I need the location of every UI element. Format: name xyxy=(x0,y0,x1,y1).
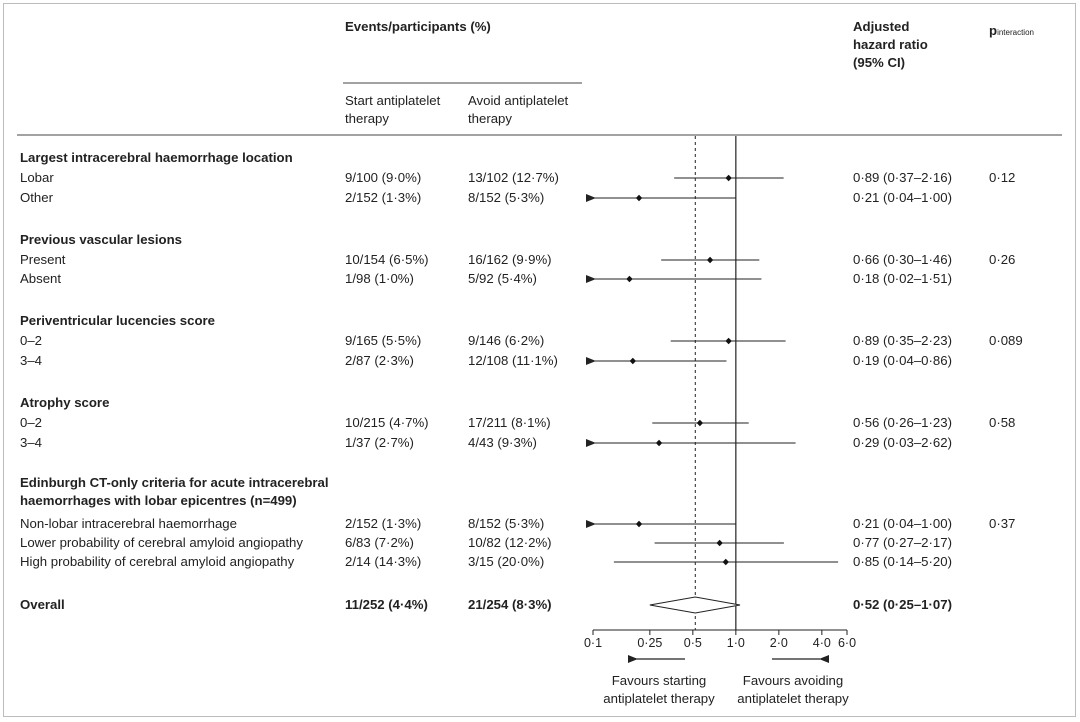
row-label: Lobar xyxy=(20,170,54,185)
hr-point xyxy=(706,256,714,264)
row-start: 1/98 (1·0%) xyxy=(345,271,414,286)
hr-point xyxy=(635,194,643,202)
row-start: 1/37 (2·7%) xyxy=(345,435,414,450)
overall-avoid: 21/254 (8·3%) xyxy=(468,597,552,612)
row-hr: 0·21 (0·04–1·00) xyxy=(853,516,952,531)
row-start: 10/154 (6·5%) xyxy=(345,252,429,267)
x-tick-label: 1·0 xyxy=(727,636,745,650)
x-tick-label: 0·25 xyxy=(637,636,662,650)
hr-point xyxy=(629,357,637,365)
group-title: Largest intracerebral haemorrhage locati… xyxy=(20,150,293,165)
group-p: 0·089 xyxy=(989,333,1023,348)
row-start: 2/14 (14·3%) xyxy=(345,554,422,569)
row-label: 3–4 xyxy=(20,353,43,368)
row-avoid: 12/108 (11·1%) xyxy=(468,353,558,368)
row-label: Lower probability of cerebral amyloid an… xyxy=(20,535,303,550)
row-avoid: 3/15 (20·0%) xyxy=(468,554,545,569)
row-hr: 0·66 (0·30–1·46) xyxy=(853,252,952,267)
group-p: 0·26 xyxy=(989,252,1016,267)
hr-point xyxy=(655,439,663,447)
p-interaction-header: pinteraction xyxy=(989,22,1034,41)
row-start: 10/215 (4·7%) xyxy=(345,415,429,430)
row-label: 0–2 xyxy=(20,415,43,430)
group-p: 0·37 xyxy=(989,516,1016,531)
row-avoid: 4/43 (9·3%) xyxy=(468,435,537,450)
row-start: 2/87 (2·3%) xyxy=(345,353,414,368)
row-hr: 0·89 (0·35–2·23) xyxy=(853,333,952,348)
row-hr: 0·89 (0·37–2·16) xyxy=(853,170,952,185)
row-start: 9/100 (9·0%) xyxy=(345,170,422,185)
hr-point xyxy=(725,174,732,182)
row-label: 3–4 xyxy=(20,435,43,450)
avoid-column-header: Avoid antiplatelet therapy xyxy=(468,93,569,126)
row-avoid: 8/152 (5·3%) xyxy=(468,190,545,205)
group-title: Edinburgh CT-only criteria for acute int… xyxy=(20,475,329,508)
row-label: Other xyxy=(20,190,53,205)
x-tick-label: 2·0 xyxy=(770,636,788,650)
overall-start: 11/252 (4·4%) xyxy=(345,597,428,612)
figure-frame xyxy=(3,3,1076,717)
row-start: 6/83 (7·2%) xyxy=(345,535,414,550)
row-avoid: 5/92 (5·4%) xyxy=(468,271,537,286)
overall-label: Overall xyxy=(20,597,65,612)
row-avoid: 9/146 (6·2%) xyxy=(468,333,545,348)
row-label: 0–2 xyxy=(20,333,43,348)
overall-hr: 0·52 (0·25–1·07) xyxy=(853,597,952,612)
x-tick-label: 0·1 xyxy=(584,636,602,650)
row-avoid: 8/152 (5·3%) xyxy=(468,516,545,531)
group-p: 0·58 xyxy=(989,415,1016,430)
row-hr: 0·85 (0·14–5·20) xyxy=(853,554,952,569)
hr-point xyxy=(722,558,729,566)
row-hr: 0·29 (0·03–2·62) xyxy=(853,435,952,450)
row-hr: 0·21 (0·04–1·00) xyxy=(853,190,952,205)
x-tick-label: 6·0 xyxy=(838,636,856,650)
row-start: 2/152 (1·3%) xyxy=(345,190,422,205)
row-hr: 0·77 (0·27–2·17) xyxy=(853,535,952,550)
row-hr: 0·19 (0·04–0·86) xyxy=(853,353,952,368)
overall-diamond xyxy=(649,596,741,614)
hr-point xyxy=(635,520,643,528)
group-title: Periventricular lucencies score xyxy=(20,313,215,328)
p-letter: p xyxy=(989,23,998,38)
hr-point xyxy=(725,337,732,345)
row-avoid: 17/211 (8·1%) xyxy=(468,415,551,430)
row-avoid: 10/82 (12·2%) xyxy=(468,535,552,550)
row-start: 2/152 (1·3%) xyxy=(345,516,422,531)
hr-point xyxy=(696,419,704,427)
row-start: 9/165 (5·5%) xyxy=(345,333,422,348)
hr-point xyxy=(716,539,723,547)
group-p: 0·12 xyxy=(989,170,1016,185)
start-column-header: Start antiplatelet therapy xyxy=(345,93,441,126)
p-subscript: interaction xyxy=(997,28,1034,37)
row-avoid: 13/102 (12·7%) xyxy=(468,170,559,185)
row-label: Absent xyxy=(20,271,62,286)
hr-header-line1: Adjusted xyxy=(853,19,910,34)
row-hr: 0·18 (0·02–1·51) xyxy=(853,271,952,286)
favours-avoid-label: Favours avoiding antiplatelet therapy xyxy=(737,673,849,706)
row-avoid: 16/162 (9·9%) xyxy=(468,252,552,267)
row-label: High probability of cerebral amyloid ang… xyxy=(20,554,295,569)
group-title: Previous vascular lesions xyxy=(20,232,182,247)
x-tick-label: 0·5 xyxy=(684,636,702,650)
row-hr: 0·56 (0·26–1·23) xyxy=(853,415,952,430)
row-label: Non-lobar intracerebral haemorrhage xyxy=(20,516,237,531)
favours-start-label: Favours starting antiplatelet therapy xyxy=(603,673,715,706)
row-label: Present xyxy=(20,252,66,267)
events-header: Events/participants (%) xyxy=(345,19,491,34)
hr-header-line3: (95% CI) xyxy=(853,55,906,70)
hr-header-line2: hazard ratio xyxy=(853,37,928,52)
x-tick-label: 4·0 xyxy=(813,636,831,650)
group-title: Atrophy score xyxy=(20,395,110,410)
hr-point xyxy=(626,275,633,283)
